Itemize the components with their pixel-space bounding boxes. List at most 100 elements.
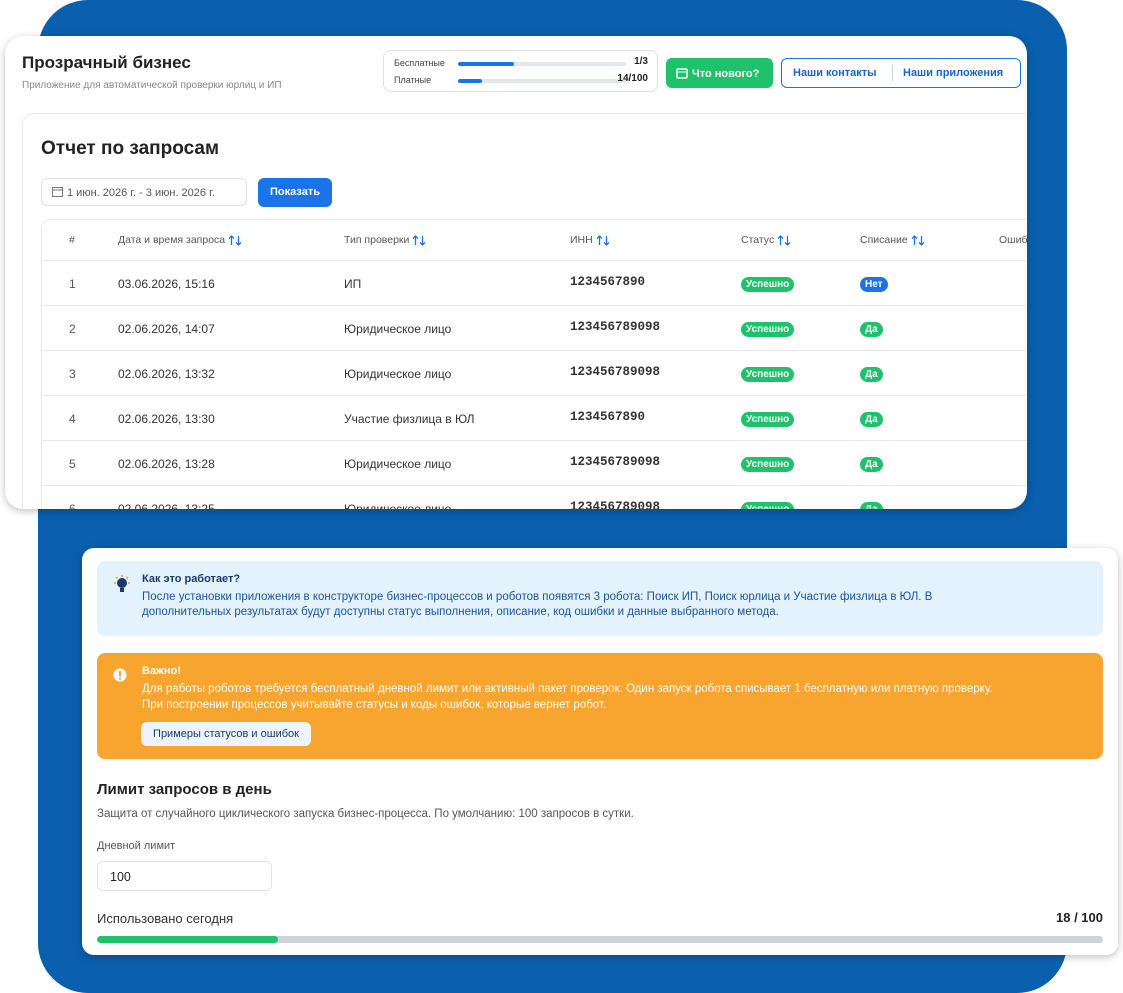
info-title: Как это работает? <box>142 573 241 585</box>
column-title: # <box>69 234 75 246</box>
limit-title: Лимит запросов в день <box>97 781 272 798</box>
whats-new-button[interactable]: Что нового? <box>666 58 773 88</box>
table-row: 4 02.06.2026, 13:30 Участие физлица в ЮЛ 12… <box>42 395 1027 440</box>
table-row: 2 02.06.2026, 14:07 Юридическое лицо 123456… <box>42 305 1027 350</box>
row-number: 5 <box>69 457 76 471</box>
table-row: 1 03.06.2026, 15:16 ИП 1234567890 Успешно Нет <box>42 260 1027 305</box>
request-datetime: 02.06.2026, 13:32 <box>118 367 215 381</box>
charge-badge: Да <box>860 322 883 337</box>
quota-name: Бесплатные <box>394 58 445 68</box>
app-subtitle: Приложение для автоматической проверки ю… <box>22 80 282 91</box>
column-header: Статус <box>741 234 791 246</box>
used-fill <box>97 936 279 943</box>
column-title: Ошибка <box>999 234 1027 246</box>
used-text: 18 / 100 <box>1056 910 1103 925</box>
quota-label: 14/100 <box>617 73 648 84</box>
status-cell: Успешно <box>741 366 795 382</box>
charge-cell: Да <box>860 456 883 472</box>
examples-button[interactable]: Примеры статусов и ошибок <box>141 722 311 746</box>
check-type: ИП <box>344 277 362 291</box>
sort-icon <box>911 234 925 246</box>
column-title: Списание <box>860 234 908 246</box>
request-datetime: 02.06.2026, 13:28 <box>118 457 215 471</box>
date-input[interactable]: 1 июн. 2026 г. - 3 июн. 2026 г. <box>41 178 247 206</box>
status-badge: Успешно <box>741 457 795 472</box>
inn: 1234567890 <box>570 410 646 424</box>
column-header: Списание <box>860 234 925 246</box>
icon <box>113 668 127 682</box>
request-datetime: 02.06.2026, 14:07 <box>118 322 215 336</box>
column-header: # <box>69 234 75 246</box>
row-number: 3 <box>69 367 76 381</box>
apps-link[interactable]: Наши приложения <box>903 67 1004 79</box>
inn: 123456789098 <box>570 320 661 334</box>
request-datetime: 03.06.2026, 15:16 <box>118 277 215 291</box>
row-number: 1 <box>69 277 76 291</box>
status-badge: Успешно <box>741 412 795 427</box>
inn: 123456789098 <box>570 500 661 509</box>
settings-window: Как это работает? После установки прилож… <box>82 548 1118 955</box>
check-type: Участие физлица в ЮЛ <box>344 412 475 426</box>
info-box: Как это работает? После установки прилож… <box>97 561 1103 636</box>
icon <box>114 575 130 592</box>
app-title: Прозрачный бизнес <box>22 53 191 72</box>
inn: 1234567890 <box>570 275 646 289</box>
status-badge: Успешно <box>741 367 795 382</box>
charge-cell: Да <box>860 321 883 337</box>
report-window: Прозрачный бизнес Приложение для автомат… <box>5 36 1027 509</box>
sort-icon <box>596 234 610 246</box>
icon <box>676 68 688 79</box>
used-label: Использовано сегодня <box>97 911 234 926</box>
report-title: Отчет по запросам <box>41 138 219 159</box>
column-header: ИНН <box>570 234 610 246</box>
links-group: Наши контакты Наши приложения <box>781 58 1021 88</box>
row-number: 2 <box>69 322 76 336</box>
charge-cell: Да <box>860 411 883 427</box>
quota-label: 1/3 <box>634 56 648 67</box>
icon <box>52 187 63 197</box>
status-cell: Успешно <box>741 456 795 472</box>
column-header: Ошибка <box>999 234 1027 246</box>
column-title: ИНН <box>570 234 593 246</box>
request-datetime: 02.06.2026, 13:25 <box>118 502 215 509</box>
status-cell: Успешно <box>741 501 795 509</box>
status-cell: Успешно <box>741 321 795 337</box>
charge-badge: Да <box>860 457 883 472</box>
row-number: 6 <box>69 502 76 509</box>
row-number: 4 <box>69 412 76 426</box>
inn: 123456789098 <box>570 455 661 469</box>
table-row: 5 02.06.2026, 13:28 Юридическое лицо 123456… <box>42 440 1027 485</box>
quota-box: Бесплатные 1/3 Платные 14/100 <box>383 50 658 92</box>
table-header: # Дата и время запроса Тип проверки ИНН Стат… <box>42 220 1027 260</box>
table-row: 3 02.06.2026, 13:32 Юридическое лицо 123456… <box>42 350 1027 395</box>
warning-title: Важно! <box>142 665 181 677</box>
column-header: Тип проверки <box>344 234 426 246</box>
date-range: 1 июн. 2026 г. - 3 июн. 2026 г. <box>67 187 215 199</box>
warning-box: Важно! Для работы роботов требуется бесп… <box>97 653 1103 759</box>
inn: 123456789098 <box>570 365 661 379</box>
charge-cell: Нет <box>860 276 888 292</box>
check-type: Юридическое лицо <box>344 502 452 509</box>
button-label: Что нового? <box>692 68 760 80</box>
charge-badge: Да <box>860 412 883 427</box>
contacts-link[interactable]: Наши контакты <box>793 67 877 79</box>
used-track <box>97 936 1103 943</box>
show-button[interactable]: Показать <box>258 178 332 207</box>
warning-text: Для работы роботов требуется бесплатный … <box>142 683 993 695</box>
quota-fill <box>458 79 482 83</box>
quota-name: Платные <box>394 75 432 85</box>
column-title: Дата и время запроса <box>118 234 226 246</box>
status-badge: Успешно <box>741 502 795 509</box>
check-type: Юридическое лицо <box>344 322 452 336</box>
column-title: Тип проверки <box>344 234 410 246</box>
report-panel: Отчет по запросам 1 июн. 2026 г. - 3 июн… <box>22 113 1027 509</box>
field-label: Дневной лимит <box>97 840 176 852</box>
limit-input[interactable]: 100 <box>97 861 272 891</box>
column-header: Дата и время запроса <box>118 234 242 246</box>
quota-fill <box>458 62 514 66</box>
table-row: 6 02.06.2026, 13:25 Юридическое лицо 123456… <box>42 485 1027 509</box>
check-type: Юридическое лицо <box>344 367 452 381</box>
charge-badge: Да <box>860 502 883 509</box>
request-datetime: 02.06.2026, 13:30 <box>118 412 215 426</box>
